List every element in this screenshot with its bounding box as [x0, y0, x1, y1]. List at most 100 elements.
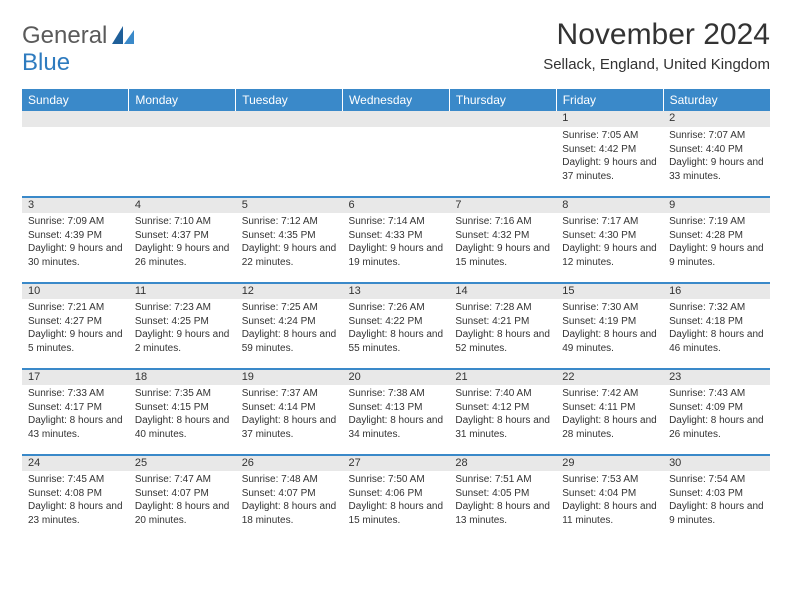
- sunrise-text: Sunrise: 7:35 AM: [135, 387, 230, 401]
- sunrise-text: Sunrise: 7:10 AM: [135, 215, 230, 229]
- day-number-cell: [343, 111, 450, 127]
- weekday-header: Monday: [129, 89, 236, 111]
- sunrise-text: Sunrise: 7:30 AM: [562, 301, 657, 315]
- sunset-text: Sunset: 4:35 PM: [242, 229, 337, 243]
- day-number-cell: 10: [22, 283, 129, 299]
- weekday-header: Thursday: [449, 89, 556, 111]
- day-number-cell: 13: [343, 283, 450, 299]
- day-number: 11: [135, 285, 146, 297]
- day-content-cell: [449, 127, 556, 197]
- day-number: 20: [349, 371, 361, 383]
- day-number: 16: [669, 285, 681, 297]
- day-number: 14: [455, 285, 467, 297]
- sunrise-text: Sunrise: 7:23 AM: [135, 301, 230, 315]
- day-content-cell: Sunrise: 7:32 AMSunset: 4:18 PMDaylight:…: [663, 299, 770, 369]
- daylight-text: Daylight: 8 hours and 9 minutes.: [669, 500, 764, 527]
- day-number-cell: 26: [236, 455, 343, 471]
- logo: General Blue: [22, 24, 134, 75]
- day-number-cell: 20: [343, 369, 450, 385]
- sunrise-text: Sunrise: 7:47 AM: [135, 473, 230, 487]
- day-number-cell: 23: [663, 369, 770, 385]
- day-content-row: Sunrise: 7:45 AMSunset: 4:08 PMDaylight:…: [22, 471, 770, 541]
- day-number: 13: [349, 285, 361, 297]
- day-number-cell: 22: [556, 369, 663, 385]
- day-number: 29: [562, 457, 574, 469]
- daynum-row: 17181920212223: [22, 369, 770, 385]
- day-number: 25: [135, 457, 147, 469]
- daynum-row: 3456789: [22, 197, 770, 213]
- day-number-cell: [22, 111, 129, 127]
- sunset-text: Sunset: 4:03 PM: [669, 487, 764, 501]
- sunrise-text: Sunrise: 7:25 AM: [242, 301, 337, 315]
- day-number-cell: 24: [22, 455, 129, 471]
- sunset-text: Sunset: 4:04 PM: [562, 487, 657, 501]
- sunrise-text: Sunrise: 7:54 AM: [669, 473, 764, 487]
- day-number: 9: [669, 199, 675, 211]
- logo-text-wrap: General Blue: [22, 24, 134, 75]
- weekday-header: Sunday: [22, 89, 129, 111]
- sunset-text: Sunset: 4:11 PM: [562, 401, 657, 415]
- sunrise-text: Sunrise: 7:40 AM: [455, 387, 550, 401]
- sunrise-text: Sunrise: 7:50 AM: [349, 473, 444, 487]
- day-number: 21: [455, 371, 467, 383]
- day-content-cell: Sunrise: 7:48 AMSunset: 4:07 PMDaylight:…: [236, 471, 343, 541]
- sunset-text: Sunset: 4:14 PM: [242, 401, 337, 415]
- header: General Blue November 2024 Sellack, Engl…: [22, 18, 770, 75]
- day-number-cell: 3: [22, 197, 129, 213]
- weekday-header: Saturday: [663, 89, 770, 111]
- day-content-cell: Sunrise: 7:14 AMSunset: 4:33 PMDaylight:…: [343, 213, 450, 283]
- daynum-row: 24252627282930: [22, 455, 770, 471]
- day-number-cell: 4: [129, 197, 236, 213]
- daylight-text: Daylight: 9 hours and 2 minutes.: [135, 328, 230, 355]
- day-content-cell: Sunrise: 7:28 AMSunset: 4:21 PMDaylight:…: [449, 299, 556, 369]
- sunset-text: Sunset: 4:39 PM: [28, 229, 123, 243]
- title-block: November 2024 Sellack, England, United K…: [543, 18, 770, 73]
- daylight-text: Daylight: 9 hours and 9 minutes.: [669, 242, 764, 269]
- day-number-cell: 30: [663, 455, 770, 471]
- daylight-text: Daylight: 8 hours and 37 minutes.: [242, 414, 337, 441]
- day-content-cell: Sunrise: 7:25 AMSunset: 4:24 PMDaylight:…: [236, 299, 343, 369]
- sunset-text: Sunset: 4:08 PM: [28, 487, 123, 501]
- sunrise-text: Sunrise: 7:05 AM: [562, 129, 657, 143]
- day-number-cell: [236, 111, 343, 127]
- sunset-text: Sunset: 4:13 PM: [349, 401, 444, 415]
- day-number-cell: 1: [556, 111, 663, 127]
- day-content-cell: Sunrise: 7:16 AMSunset: 4:32 PMDaylight:…: [449, 213, 556, 283]
- daylight-text: Daylight: 9 hours and 19 minutes.: [349, 242, 444, 269]
- daylight-text: Daylight: 8 hours and 49 minutes.: [562, 328, 657, 355]
- sunrise-text: Sunrise: 7:16 AM: [455, 215, 550, 229]
- day-content-cell: Sunrise: 7:40 AMSunset: 4:12 PMDaylight:…: [449, 385, 556, 455]
- day-content-cell: Sunrise: 7:09 AMSunset: 4:39 PMDaylight:…: [22, 213, 129, 283]
- daylight-text: Daylight: 9 hours and 33 minutes.: [669, 156, 764, 183]
- day-content-cell: [129, 127, 236, 197]
- weekday-header: Tuesday: [236, 89, 343, 111]
- day-number: 26: [242, 457, 254, 469]
- day-number-cell: 11: [129, 283, 236, 299]
- logo-sail-icon: [112, 26, 134, 51]
- daylight-text: Daylight: 8 hours and 13 minutes.: [455, 500, 550, 527]
- day-number-cell: 15: [556, 283, 663, 299]
- daylight-text: Daylight: 8 hours and 59 minutes.: [242, 328, 337, 355]
- day-number: 12: [242, 285, 254, 297]
- day-number: 28: [455, 457, 467, 469]
- day-content-cell: Sunrise: 7:26 AMSunset: 4:22 PMDaylight:…: [343, 299, 450, 369]
- weekday-header: Friday: [556, 89, 663, 111]
- day-number: 8: [562, 199, 568, 211]
- day-number: 23: [669, 371, 681, 383]
- day-number: 2: [669, 112, 675, 124]
- daylight-text: Daylight: 8 hours and 28 minutes.: [562, 414, 657, 441]
- sunset-text: Sunset: 4:07 PM: [135, 487, 230, 501]
- day-content-cell: Sunrise: 7:33 AMSunset: 4:17 PMDaylight:…: [22, 385, 129, 455]
- sunrise-text: Sunrise: 7:14 AM: [349, 215, 444, 229]
- day-number: 3: [28, 199, 34, 211]
- sunset-text: Sunset: 4:06 PM: [349, 487, 444, 501]
- day-number: 1: [562, 112, 568, 124]
- sunset-text: Sunset: 4:19 PM: [562, 315, 657, 329]
- day-number: 4: [135, 199, 141, 211]
- day-number-cell: 12: [236, 283, 343, 299]
- sunset-text: Sunset: 4:09 PM: [669, 401, 764, 415]
- sunrise-text: Sunrise: 7:38 AM: [349, 387, 444, 401]
- day-content-cell: Sunrise: 7:35 AMSunset: 4:15 PMDaylight:…: [129, 385, 236, 455]
- logo-word2: Blue: [22, 49, 70, 76]
- daylight-text: Daylight: 8 hours and 18 minutes.: [242, 500, 337, 527]
